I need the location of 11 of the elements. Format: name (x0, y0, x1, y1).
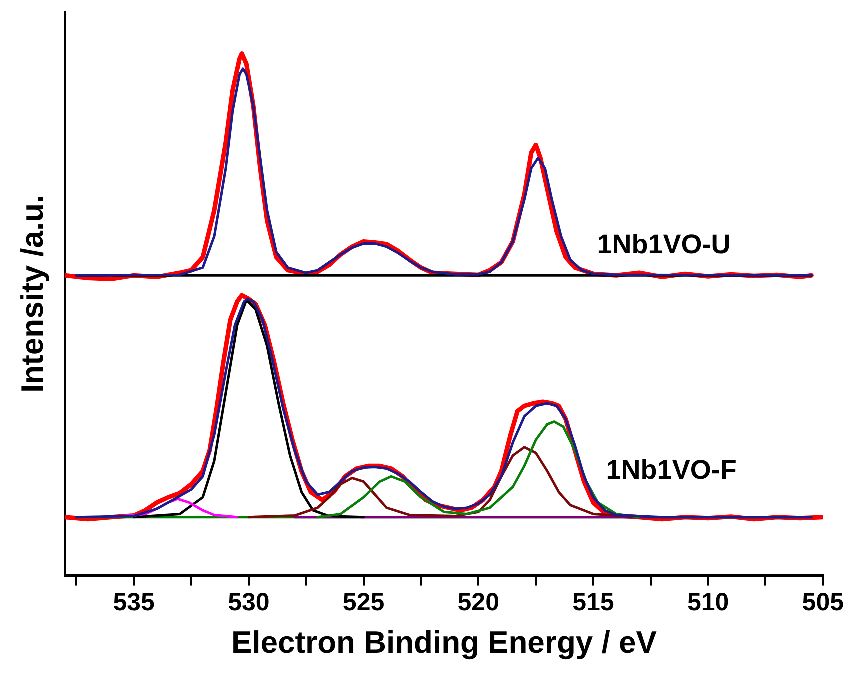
x-tick-label: 530 (228, 588, 270, 617)
x-tick-label: 505 (802, 588, 844, 617)
x-axis-title: Electron Binding Energy / eV (231, 624, 658, 660)
y-axis-title: Intensity /a.u. (15, 194, 50, 393)
x-tick-label: 535 (113, 588, 156, 617)
x-tick-label: 515 (572, 588, 614, 617)
x-tick-label: 525 (342, 588, 385, 617)
x-tick-label: 520 (458, 588, 500, 617)
annotation: 1Nb1VO-F (606, 454, 737, 485)
x-tick-label: 510 (687, 588, 730, 617)
annotation: 1Nb1VO-U (597, 229, 731, 260)
